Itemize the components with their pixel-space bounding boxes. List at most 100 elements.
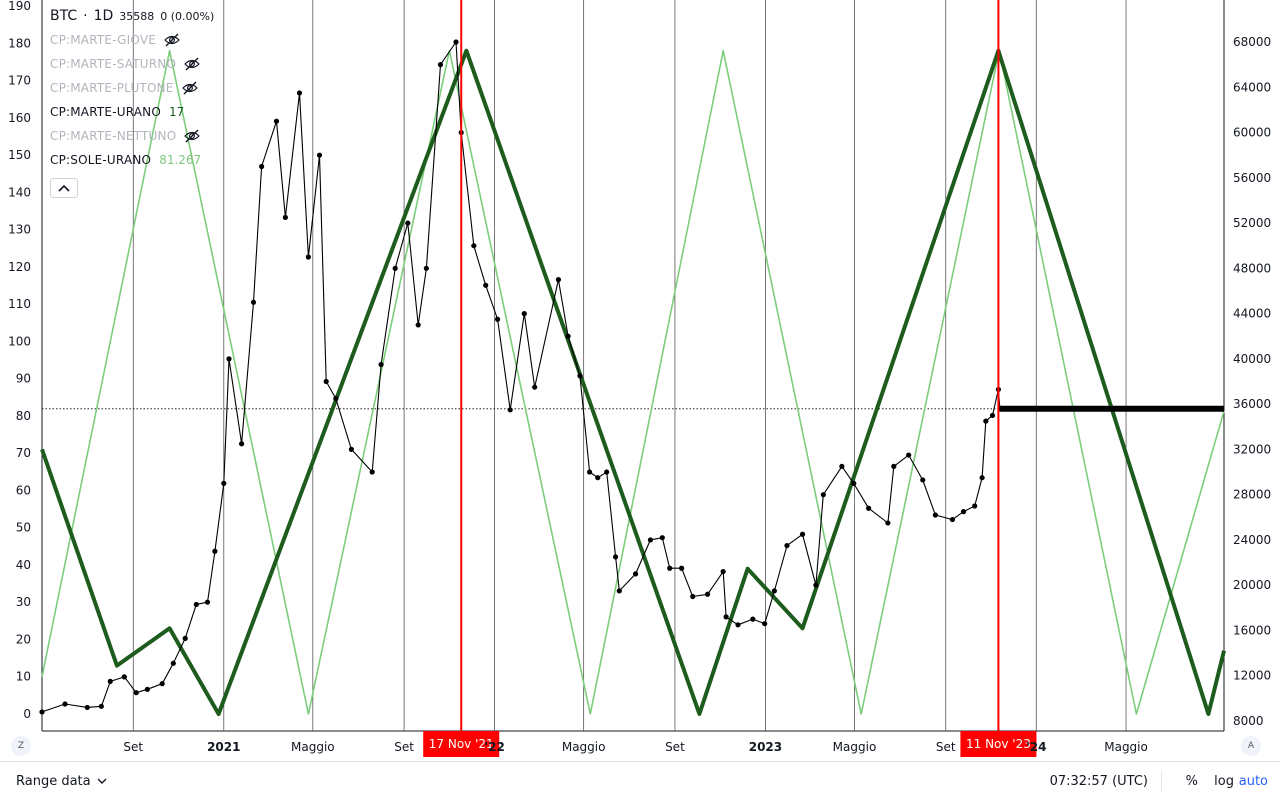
eye-crossed-icon[interactable] <box>164 33 180 47</box>
right-tick-label: 24000 <box>1233 533 1271 547</box>
chevron-down-icon <box>97 778 107 784</box>
left-tick-label: 90 <box>16 372 31 386</box>
auto-scale-toggle[interactable]: auto <box>1238 773 1268 789</box>
indicator-row[interactable]: CP:MARTE-SATURNO <box>50 52 214 76</box>
btc-data-point <box>369 469 375 475</box>
time-axis[interactable]: Set 2021 Maggio Set '22 Maggio Set 2023 Maggio Se… <box>123 740 1147 754</box>
x-tick-label: Maggio <box>562 740 606 754</box>
btc-data-point <box>989 412 996 419</box>
indicator-name: CP:MARTE-NETTUNO <box>50 129 177 143</box>
left-tick-label: 170 <box>8 74 31 88</box>
btc-data-point <box>865 505 872 511</box>
x-tick-label: Maggio <box>833 740 877 754</box>
right-tick-label: 8000 <box>1233 714 1264 728</box>
x-tick-label: Set <box>123 740 143 754</box>
legend-symbol-row[interactable]: BTC · 1D 35588 0 (0.00%) <box>50 8 214 28</box>
left-tick-label: 100 <box>8 334 31 348</box>
x-tick-label: 2021 <box>207 740 240 754</box>
btc-data-point <box>784 542 790 549</box>
sole-urano-line <box>41 49 1225 715</box>
x-tick-label: Set <box>394 740 414 754</box>
right-tick-label: 64000 <box>1233 80 1271 94</box>
btc-data-point <box>565 333 571 339</box>
btc-data-point <box>839 463 845 469</box>
indicator-value: 17 <box>169 105 185 119</box>
utc-clock[interactable]: 07:32:57 (UTC) <box>1049 773 1148 789</box>
btc-data-point <box>690 593 696 600</box>
left-tick-label: 30 <box>16 595 31 609</box>
btc-data-point <box>799 531 806 537</box>
left-tick-label: 50 <box>16 521 31 535</box>
btc-data-point <box>612 554 619 560</box>
btc-data-point <box>659 535 665 541</box>
right-tick-label: 36000 <box>1233 397 1271 411</box>
left-tick-label: 150 <box>8 148 31 162</box>
btc-data-point <box>107 678 113 684</box>
x-tick-label: '24 <box>1026 740 1046 754</box>
right-tick-label: 16000 <box>1233 623 1271 637</box>
btc-data-point <box>471 243 477 249</box>
collapse-legend-button[interactable] <box>50 178 78 198</box>
btc-data-point <box>960 509 967 515</box>
right-tick-label: 20000 <box>1233 578 1271 592</box>
btc-data-point <box>62 701 68 707</box>
right-tick-label: 28000 <box>1233 488 1271 502</box>
legend-timeframe[interactable]: 1D <box>93 8 114 24</box>
x-tick-label: Maggio <box>291 740 335 754</box>
btc-data-point <box>521 311 527 317</box>
range-data-button[interactable]: Range data <box>16 774 107 789</box>
btc-data-point <box>616 588 622 594</box>
btc-data-point <box>483 282 489 288</box>
btc-data-point <box>259 163 265 170</box>
indicator-name: CP:MARTE-SATURNO <box>50 57 177 71</box>
bottom-toolbar: Range data 07:32:57 (UTC) % log auto <box>0 761 1280 800</box>
btc-data-point <box>84 704 90 711</box>
right-price-axis[interactable]: 8000 12000 16000 20000 24000 28000 32000 36000 4… <box>1233 35 1271 728</box>
indicator-name: CP:MARTE-PLUTONE <box>50 81 174 95</box>
btc-data-point <box>282 214 288 221</box>
btc-data-point <box>305 254 311 260</box>
legend-change: 0 (0.00%) <box>160 10 215 23</box>
btc-data-point <box>494 316 501 322</box>
right-tick-label: 68000 <box>1233 35 1271 49</box>
indicator-row[interactable]: CP:MARTE-PLUTONE <box>50 76 214 100</box>
percent-scale-button[interactable]: % <box>1185 773 1198 789</box>
btc-data-point <box>595 475 601 481</box>
btc-data-point <box>632 571 639 577</box>
btc-data-point <box>204 599 211 605</box>
left-tick-label: 190 <box>8 0 31 13</box>
right-tick-label: 48000 <box>1233 261 1271 275</box>
toolbar-divider <box>1161 771 1162 791</box>
btc-data-point <box>949 516 956 523</box>
left-tick-label: 130 <box>8 223 31 237</box>
left-tick-label: 20 <box>16 632 31 646</box>
indicator-row[interactable]: CP:MARTE-URANO 17 <box>50 100 214 124</box>
date-marker-badge <box>423 731 500 757</box>
indicator-row[interactable]: CP:MARTE-NETTUNO <box>50 124 214 148</box>
x-tick-label: Set <box>665 740 685 754</box>
btc-data-point <box>983 418 989 424</box>
btc-data-point <box>423 265 429 271</box>
chevron-up-icon <box>58 184 70 192</box>
eye-crossed-icon[interactable] <box>181 81 198 95</box>
series-layer <box>39 39 1226 716</box>
btc-data-point <box>98 703 104 709</box>
grid-layer <box>41 0 1225 732</box>
indicator-row[interactable]: CP:MARTE-GIOVE <box>50 28 214 52</box>
auto-scale-button[interactable]: A <box>1241 736 1261 756</box>
indicator-row[interactable]: CP:SOLE-URANO 81.267 <box>50 148 214 172</box>
range-label: Range data <box>16 773 91 789</box>
left-tick-label: 120 <box>8 260 31 274</box>
eye-crossed-icon[interactable] <box>184 129 201 143</box>
left-tick-label: 10 <box>16 670 31 684</box>
btc-data-point <box>920 477 926 483</box>
legend-symbol[interactable]: BTC <box>50 8 78 24</box>
btc-data-point <box>133 690 139 696</box>
log-scale-button[interactable]: log <box>1214 773 1234 789</box>
marker-layer: 17 Nov '21 11 Nov '23 <box>423 0 1037 757</box>
left-price-axis[interactable]: 0 10 20 30 40 50 60 70 80 90 100 110 120 130 140 150 160… <box>8 0 31 721</box>
eye-crossed-icon[interactable] <box>184 57 200 71</box>
btc-data-point <box>979 475 985 481</box>
zoom-left-button[interactable]: Z <box>11 736 31 756</box>
